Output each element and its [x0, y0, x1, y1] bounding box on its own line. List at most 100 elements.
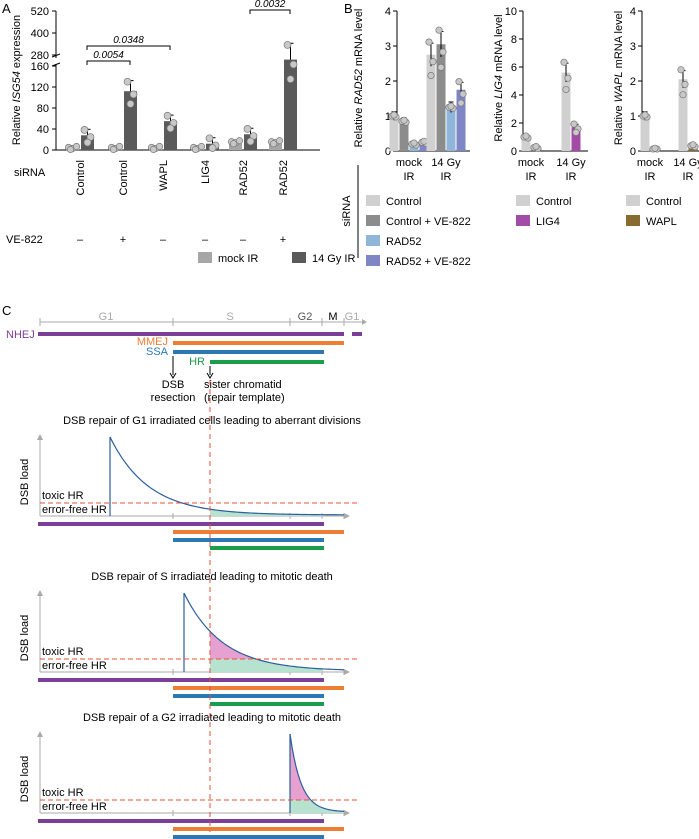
- error-free-hr-area: [210, 509, 322, 516]
- data-point: [155, 142, 164, 151]
- phase-m-label: M: [328, 311, 337, 323]
- x-tick-label-bottom: IR: [683, 171, 694, 183]
- panel-a-ylabel-gene: ISG54: [11, 71, 23, 102]
- data-point: [66, 145, 75, 154]
- data-point: [677, 66, 685, 74]
- data-point: [269, 140, 278, 148]
- x-tick-label-top: mock: [518, 157, 545, 169]
- data-point: [437, 63, 445, 71]
- data-point: [123, 77, 132, 86]
- panel-b2-ylabel-prefix: Relative: [493, 99, 505, 142]
- data-point: [435, 26, 443, 34]
- panel-c-label: C: [2, 303, 11, 318]
- data-point: [679, 91, 687, 99]
- sister-chromatid-line2: (repair template): [204, 392, 285, 404]
- hr-label: HR: [189, 356, 205, 368]
- data-point: [562, 85, 570, 94]
- y-tick-label: 80: [37, 103, 49, 115]
- panel-a: A Relative ISG54 expression 0 40 80 120 1602…: [2, 0, 355, 265]
- error-free-hr-label: error-free HR: [42, 504, 107, 516]
- y-tick-label: 4: [511, 90, 517, 102]
- legend-swatch-rad52_ve: [366, 255, 380, 266]
- data-point: [681, 80, 689, 88]
- panel-a-ylabel-suffix: expression: [11, 15, 23, 71]
- x-tick-label-top: 14 Gy: [556, 157, 586, 169]
- bar-control: [640, 116, 650, 151]
- legend-swatch-mock: [198, 252, 212, 263]
- toxic-hr-label: toxic HR: [42, 490, 84, 502]
- legend-label-lig4: LIG4: [536, 216, 560, 228]
- panel-b-legend: Control Control + VE-822 RAD52 RAD52 + VE-8…: [366, 195, 681, 268]
- legend-swatch-control: [516, 195, 530, 206]
- legend-label-wapl: WAPL: [646, 216, 677, 228]
- dsb-load-curve: [183, 592, 345, 671]
- data-point: [83, 138, 92, 147]
- y-tick-label: 2: [511, 118, 517, 130]
- y-tick-label: 2: [385, 76, 391, 88]
- x-tick-label-bottom: IR: [441, 171, 452, 183]
- legend-swatch-control_ve: [366, 215, 380, 226]
- x-tick-label-bottom: IR: [404, 171, 415, 183]
- significance-pvalue: 0.0054: [93, 50, 124, 61]
- legend-swatch-control: [366, 195, 380, 206]
- scenario-ylabel: DSB load: [19, 459, 31, 505]
- legend-label-mock: mock IR: [218, 253, 258, 265]
- panel-c-scenario-g2: DSB repair of a G2 irradiated leading to…: [19, 712, 360, 839]
- panel-b2-chart: 0 2 4 6 8 10 mock IR 14 Gy IR: [505, 6, 588, 183]
- scenario-y-arrow: [37, 434, 43, 440]
- y-tick-label: 4: [385, 6, 391, 18]
- data-point: [410, 139, 418, 147]
- data-point: [115, 142, 124, 151]
- dsb-load-curve: [109, 436, 345, 516]
- data-point: [149, 145, 158, 154]
- bar-control: [389, 116, 399, 151]
- bar-control: [561, 72, 571, 151]
- y-tick-label: 160: [31, 61, 49, 73]
- toxic-hr-area: [290, 734, 310, 800]
- legend-label-control: Control: [386, 196, 421, 208]
- legend-swatch-rad52: [366, 235, 380, 246]
- data-point: [532, 142, 540, 151]
- data-point: [283, 41, 292, 49]
- legend-swatch-control: [626, 195, 640, 206]
- data-point: [208, 144, 217, 152]
- ve822-mark: –: [160, 234, 167, 246]
- x-tick-label-top: mock: [396, 157, 423, 169]
- ssa-label: SSA: [146, 346, 169, 358]
- bar-14gy: [124, 91, 137, 150]
- template-arrow: [206, 372, 214, 379]
- data-point: [455, 78, 463, 86]
- data-point: [689, 141, 697, 149]
- data-point: [641, 111, 649, 119]
- dsb-resection-line2: resection: [151, 392, 196, 404]
- data-point: [126, 100, 135, 108]
- data-point: [163, 111, 172, 120]
- scenario-title: DSB repair of a G2 irradiated leading to…: [83, 712, 341, 724]
- x-tick-label-top: mock: [637, 157, 664, 169]
- data-point: [229, 140, 238, 148]
- y-tick-label: 8: [511, 34, 517, 46]
- data-point: [243, 125, 252, 133]
- panel-b1-ylabel-gene: RAD52: [353, 69, 365, 104]
- legend-label-control: Control: [646, 196, 681, 208]
- bar-14gy: [284, 59, 297, 151]
- panel-b3-ylabel-gene: WAPL: [613, 71, 625, 102]
- scenario-y-arrow: [37, 731, 43, 737]
- scenario-title: DSB repair of G1 irradiated cells leadin…: [63, 415, 361, 427]
- panel-c-scenario-g1: DSB repair of G1 irradiated cells leadin…: [19, 415, 361, 550]
- bar-control_ve: [399, 121, 409, 151]
- data-point: [286, 75, 295, 83]
- phase-s-label: S: [226, 311, 233, 323]
- data-point: [235, 137, 244, 145]
- resection-arrow: [169, 372, 177, 379]
- sister-chromatid-line1: sister chromatid: [204, 379, 282, 391]
- panel-b3-chart: 0 1 2 3 4 mock IR 14 Gy IR: [630, 6, 699, 183]
- data-point: [570, 120, 578, 128]
- phase-g1-label: G1: [99, 311, 114, 323]
- bar-rad52_ve: [456, 89, 466, 151]
- toxic-hr-label: toxic HR: [42, 646, 84, 658]
- panel-a-label: A: [2, 1, 11, 16]
- data-point: [289, 60, 298, 69]
